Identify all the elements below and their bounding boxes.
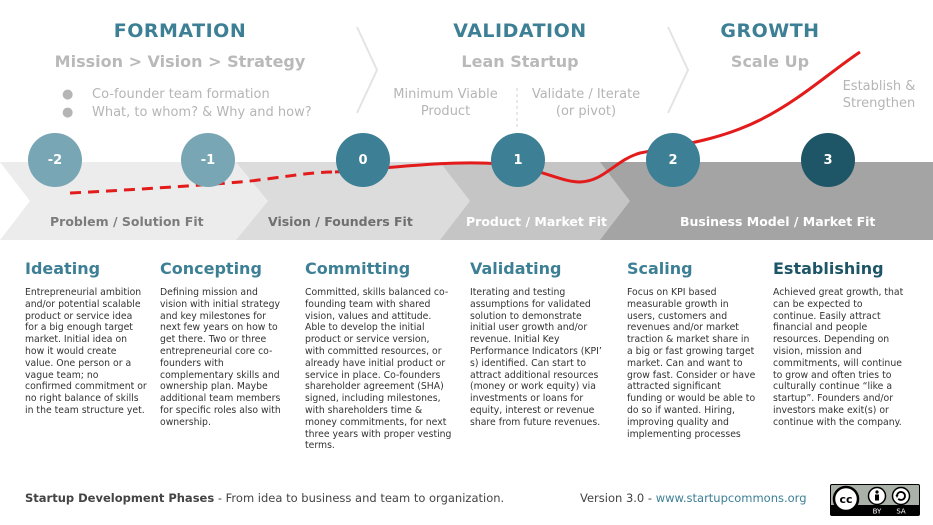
by-text: BY — [873, 508, 882, 516]
fit-label-vision-founders: Vision / Founders Fit — [268, 214, 413, 229]
phase-title-formation: FORMATION — [113, 20, 247, 42]
growth-curve-dashed — [69, 170, 336, 195]
formation-bullet-list: ● Co-founder team formation ● What, to who… — [62, 86, 312, 122]
establish-note: Establish & Strengthen — [842, 79, 916, 111]
footer-caption: Startup Development Phases - From idea t… — [25, 491, 504, 505]
sa-icon — [891, 486, 911, 506]
fit-label-problem-solution: Problem / Solution Fit — [50, 214, 204, 229]
bullet-item: ● Co-founder team formation — [62, 87, 270, 102]
fit-band-2 — [236, 162, 500, 240]
milestone-circle: 3 — [801, 133, 855, 187]
phase-chevron-2 — [667, 26, 690, 114]
cc-icon — [832, 485, 860, 513]
phase-subtitle-validation: Lean Startup — [461, 52, 579, 71]
stage-title: Validating — [470, 259, 562, 278]
cc-badge-graphic: cc BY SA — [831, 485, 919, 516]
stage-scaling: Scaling Focus on KPI based measurable gr… — [627, 259, 757, 440]
stage-description: Achieved great growth, that can be expec… — [773, 287, 904, 428]
milestone-circle: -2 — [28, 133, 82, 187]
stage-title: Establishing — [773, 259, 884, 278]
iterate-note: Validate / Iterate (or pivot) — [531, 87, 641, 119]
phase-chevron-1 — [356, 26, 379, 114]
stage-validating: Validating Iterating and testing assumpt… — [470, 259, 610, 429]
stage-title: Concepting — [160, 259, 262, 278]
phase-subtitle-formation: Mission > Vision > Strategy — [54, 52, 306, 71]
stage-description: Defining mission and vision with initial… — [160, 287, 281, 428]
footer-version-line: Version 3.0 - www.startupcommons.org — [580, 491, 807, 505]
stage-concepting: Concepting Defining mission and vision w… — [160, 259, 286, 429]
cc-license-badge[interactable]: cc BY SA — [830, 484, 920, 516]
mvp-note: Minimum Viable Product — [393, 87, 498, 119]
phase-title-growth: GROWTH — [720, 20, 820, 42]
website-link[interactable]: www.startupcommons.org — [655, 491, 807, 505]
fit-label-business-model-market: Business Model / Market Fit — [680, 214, 876, 229]
footer-tagline: - From idea to business and team to orga… — [214, 491, 505, 505]
milestone-circle: 0 — [336, 133, 390, 187]
version-label: Version 3.0 - — [580, 491, 656, 505]
fit-label-product-market: Product / Market Fit — [466, 214, 608, 229]
stage-description: Focus on KPI based measurable growth in … — [627, 287, 756, 440]
cc-text: cc — [839, 493, 852, 506]
stage-establishing: Establishing Achieved great growth, that… — [773, 259, 905, 429]
growth-curve-solid — [334, 50, 861, 184]
stage-description: Committed, skills balanced co-founding t… — [305, 287, 452, 452]
fit-band-3 — [440, 162, 660, 240]
stage-description: Entrepreneurial ambition and/or potentia… — [25, 287, 147, 416]
phase-title-validation: VALIDATION — [453, 20, 587, 42]
milestone-circle: 2 — [646, 133, 700, 187]
milestone-circle: -1 — [181, 133, 235, 187]
milestone-circle: 1 — [491, 133, 545, 187]
timeline-graphic — [0, 26, 933, 240]
bullet-item: ● What, to whom? & Why and how? — [62, 105, 312, 120]
stage-ideating: Ideating Entrepreneurial ambition and/or… — [25, 259, 147, 417]
stage-description: Iterating and testing assumptions for va… — [470, 287, 602, 428]
stage-title: Scaling — [627, 259, 693, 278]
sa-text: SA — [896, 508, 906, 516]
stage-committing: Committing Committed, skills balanced co… — [305, 259, 452, 452]
footer-title: Startup Development Phases — [25, 491, 215, 505]
phase-subtitle-growth: Scale Up — [730, 52, 810, 71]
stage-title: Committing — [305, 259, 411, 278]
stage-title: Ideating — [25, 259, 101, 278]
